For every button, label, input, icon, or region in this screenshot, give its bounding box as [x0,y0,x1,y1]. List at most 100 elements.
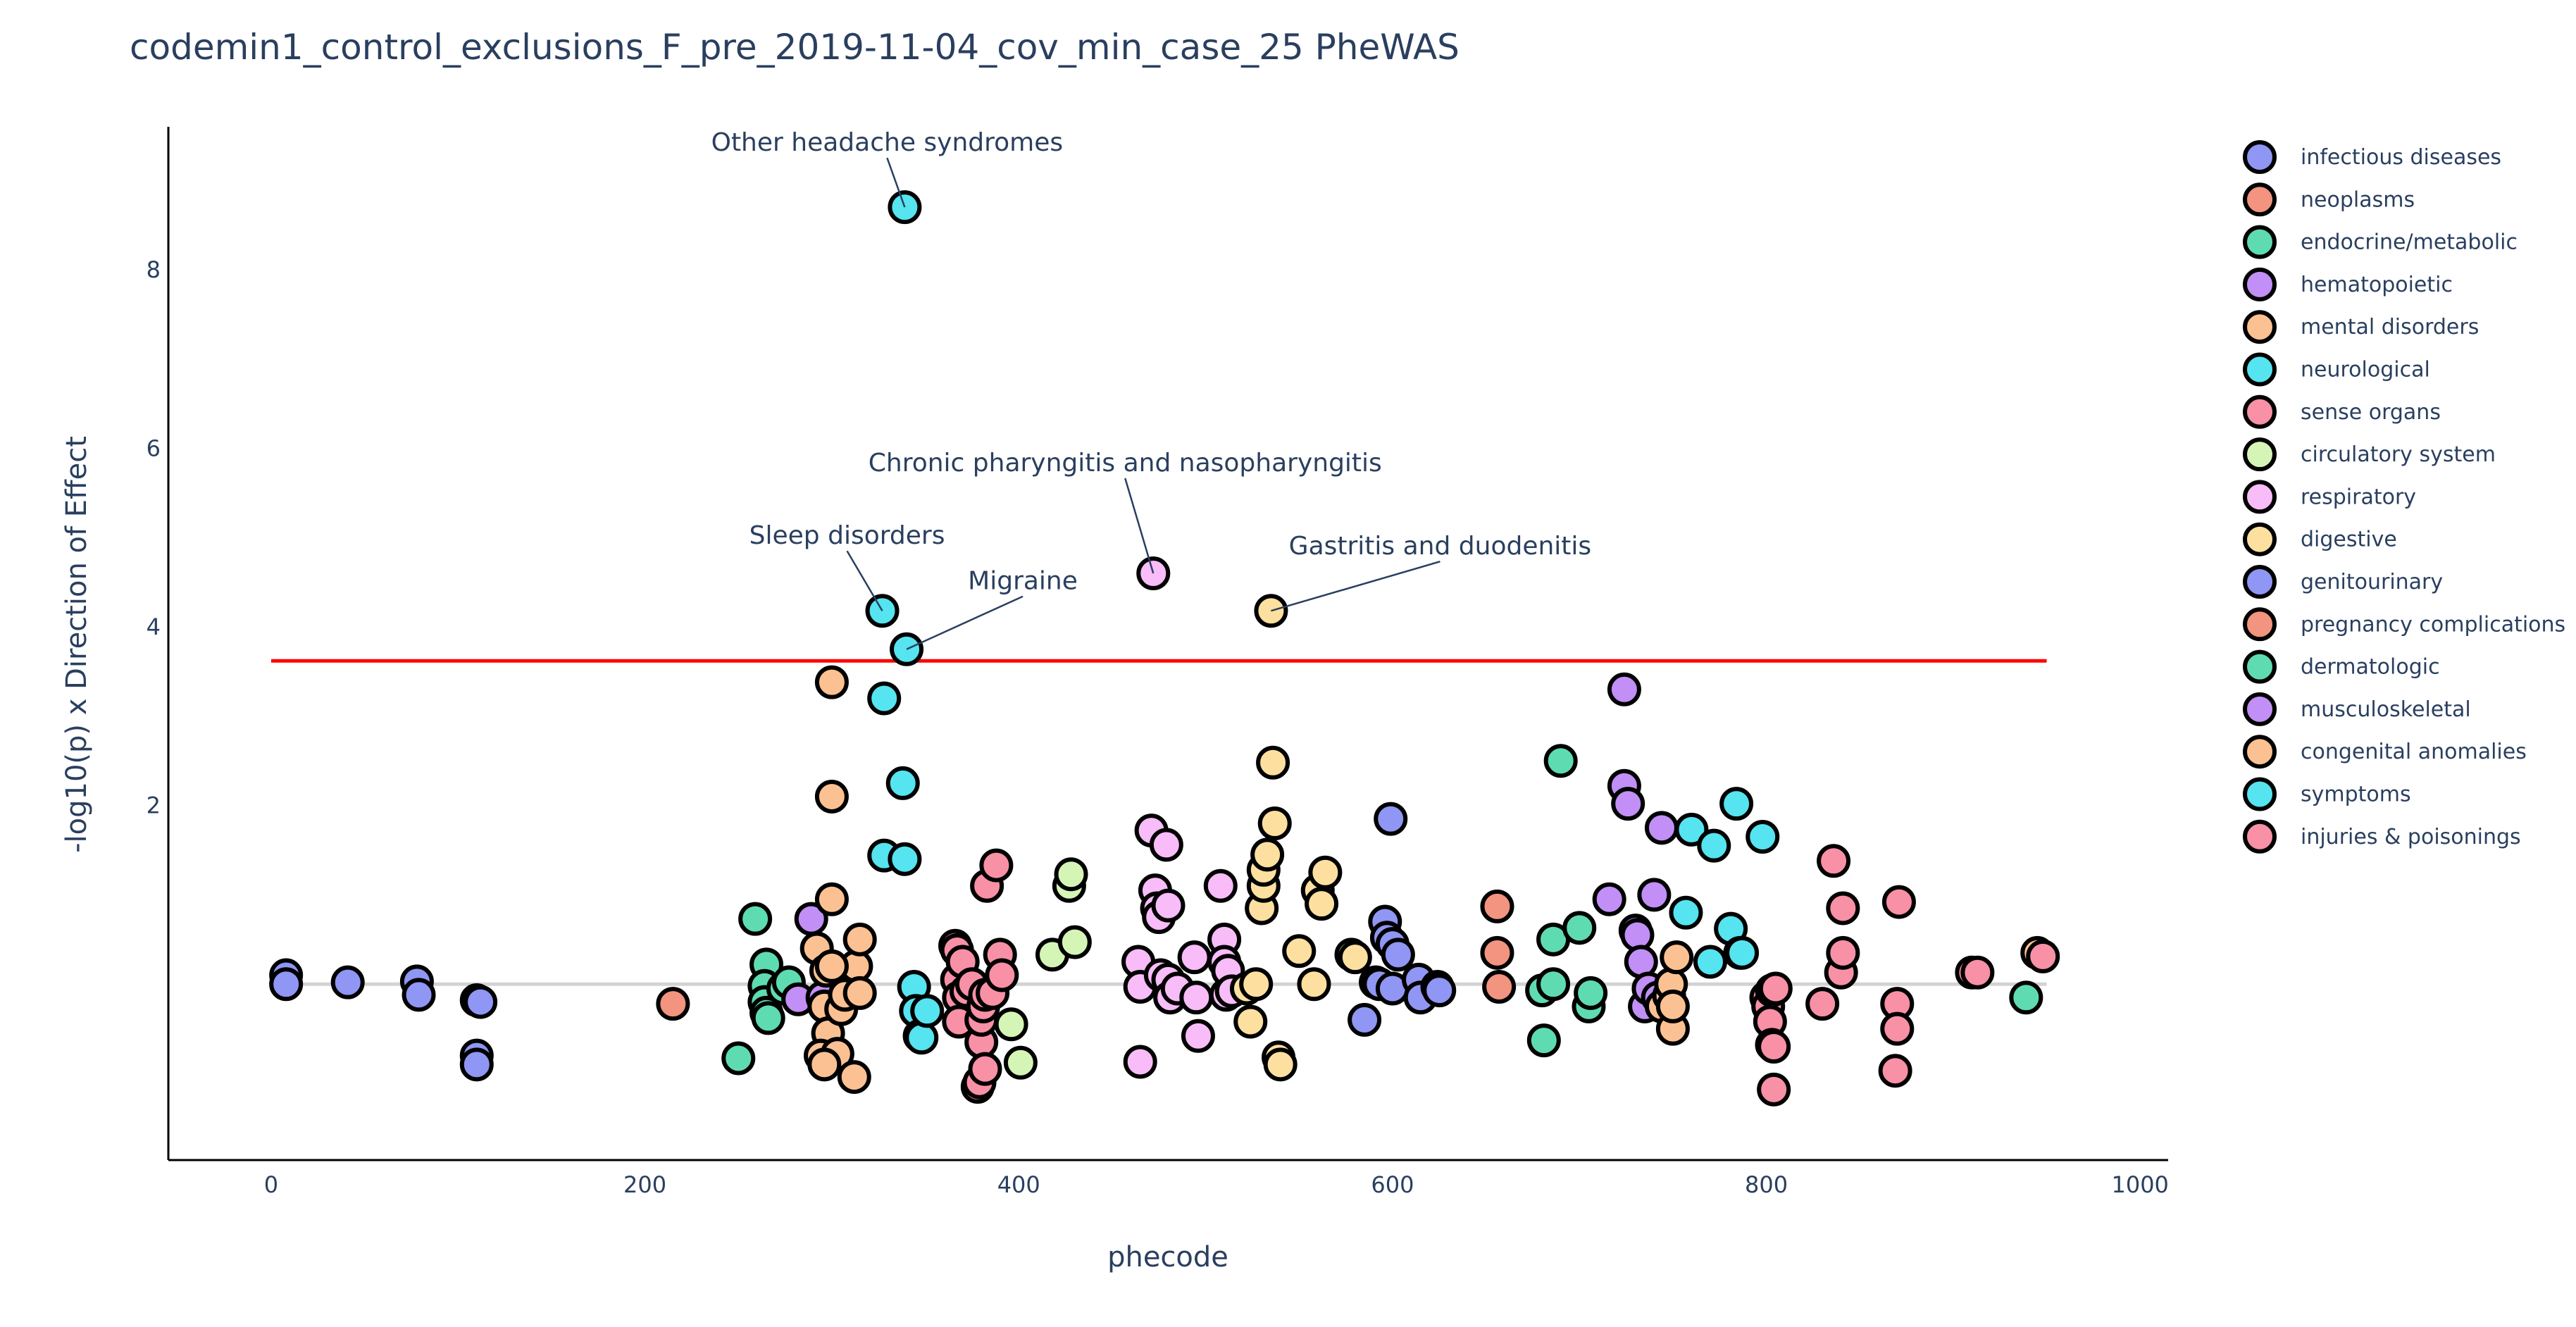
data-point[interactable] [1203,868,1238,903]
legend-item[interactable]: infectious diseases [2243,140,2501,174]
data-point[interactable] [1239,967,1274,1002]
data-point[interactable] [888,842,922,876]
data-point[interactable] [1256,745,1290,780]
data-point[interactable] [885,766,920,800]
data-point[interactable] [979,848,1014,883]
data-point[interactable] [1880,1011,1915,1046]
data-point[interactable] [814,949,849,983]
data-point[interactable] [842,922,877,957]
data-point[interactable] [1574,976,1608,1010]
data-point[interactable] [1637,878,1672,912]
data-point[interactable] [1181,1018,1215,1053]
data-point[interactable] [751,1001,785,1035]
data-point[interactable] [721,1041,756,1076]
data-point[interactable] [459,1047,494,1082]
legend-item[interactable]: hematopoietic [2243,267,2453,301]
data-point[interactable] [910,994,945,1028]
legend-item[interactable]: circulatory system [2243,437,2496,472]
legend-item[interactable]: injuries & poisonings [2243,819,2521,854]
data-point[interactable] [1151,888,1186,923]
data-point[interactable] [2009,980,2043,1015]
data-point[interactable] [814,665,849,699]
data-point[interactable] [1123,1045,1157,1079]
data-point[interactable] [1758,971,1793,1006]
data-point[interactable] [1719,787,1754,821]
data-point[interactable] [1263,1047,1298,1082]
data-point[interactable] [1054,857,1088,892]
legend-item[interactable]: musculoskeletal [2243,692,2471,726]
data-point[interactable] [1826,891,1860,926]
data-point[interactable] [1003,1045,1038,1080]
data-point[interactable] [814,882,849,916]
legend-item[interactable]: pregnancy complications [2243,607,2565,642]
data-point[interactable] [807,1047,842,1082]
data-point[interactable] [402,978,436,1012]
data-point[interactable] [1526,1023,1561,1058]
data-point[interactable] [1177,940,1212,975]
data-point[interactable] [1757,1029,1791,1064]
data-point[interactable] [1757,1072,1791,1107]
data-point[interactable] [1960,955,1995,990]
legend-item[interactable]: neoplasms [2243,182,2415,217]
data-point[interactable] [994,1007,1028,1042]
data-point[interactable] [1669,895,1703,930]
data-point[interactable] [867,681,902,716]
data-point[interactable] [1878,1054,1912,1088]
data-point[interactable] [1374,802,1408,836]
legend-item[interactable]: neurological [2243,352,2430,387]
data-point[interactable] [1338,940,1372,975]
legend-item[interactable]: endocrine/metabolic [2243,225,2518,259]
legend-item[interactable]: symptoms [2243,777,2411,811]
data-point[interactable] [1655,989,1690,1023]
data-point[interactable] [1881,885,1916,919]
data-point[interactable] [814,779,849,814]
legend-item[interactable]: sense organs [2243,394,2441,429]
data-point[interactable] [2026,939,2060,973]
data-point[interactable] [330,965,365,999]
data-point[interactable] [1179,980,1214,1015]
legend-item[interactable]: congenital anomalies [2243,735,2527,769]
data-point[interactable] [968,1052,1002,1086]
data-point[interactable] [1057,925,1092,959]
data-point[interactable] [1660,940,1694,975]
data-point[interactable] [1282,934,1317,968]
data-point[interactable] [1697,828,1731,863]
legend-item[interactable]: respiratory [2243,480,2416,514]
data-point[interactable] [904,1021,939,1055]
data-point[interactable] [1543,744,1578,778]
data-point[interactable] [1149,828,1183,862]
data-point[interactable] [1480,935,1514,970]
data-point[interactable] [738,902,773,936]
data-point[interactable] [1826,935,1860,970]
data-point[interactable] [842,976,877,1010]
data-point[interactable] [837,1060,871,1095]
data-point[interactable] [1297,967,1331,1002]
data-point[interactable] [1422,973,1457,1008]
data-point[interactable] [1257,806,1292,840]
data-point[interactable] [656,987,690,1021]
data-point[interactable] [1746,820,1780,854]
data-point[interactable] [1482,970,1517,1004]
data-point[interactable] [985,958,1019,992]
data-point[interactable] [1674,812,1709,847]
data-point[interactable] [463,985,498,1019]
legend-item[interactable]: genitourinary [2243,565,2443,599]
data-point[interactable] [1308,855,1343,890]
data-point[interactable] [1725,935,1760,970]
data-point[interactable] [1817,844,1851,878]
data-point[interactable] [1693,945,1727,979]
data-point[interactable] [1233,1004,1268,1039]
legend-item[interactable]: dermatologic [2243,649,2440,684]
data-point[interactable] [1607,672,1641,706]
data-point[interactable] [1305,887,1339,921]
data-point[interactable] [1611,787,1645,821]
data-point[interactable] [1644,811,1679,845]
data-point[interactable] [1480,889,1514,923]
data-point[interactable] [1381,937,1415,972]
data-point[interactable] [1562,911,1597,945]
legend-item[interactable]: mental disorders [2243,310,2479,344]
data-point[interactable] [1536,967,1571,1002]
data-point[interactable] [1250,837,1285,872]
legend-item[interactable]: digestive [2243,522,2397,556]
data-point[interactable] [1348,1002,1382,1037]
